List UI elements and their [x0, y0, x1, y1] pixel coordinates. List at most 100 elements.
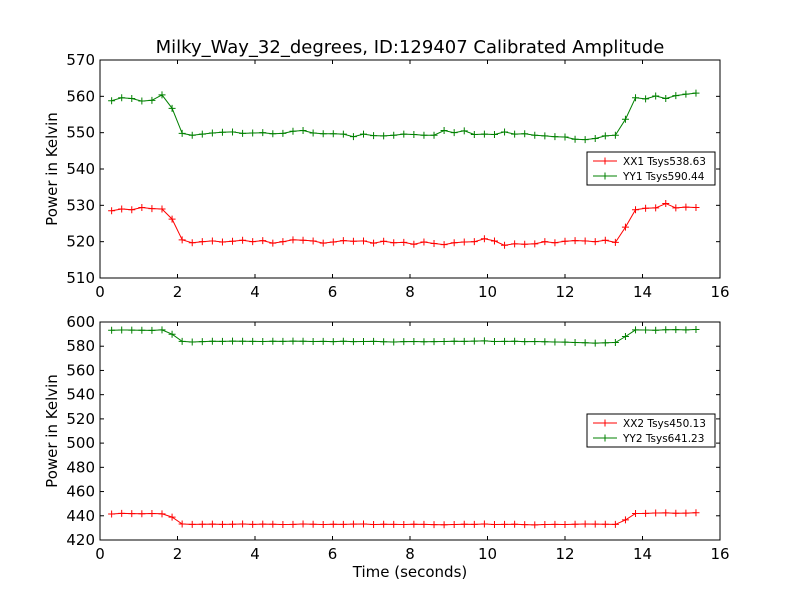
data-point	[581, 237, 589, 245]
data-point	[279, 337, 287, 345]
data-point	[430, 338, 438, 346]
data-point	[309, 520, 317, 528]
data-point	[218, 128, 226, 136]
data-point	[591, 134, 599, 142]
data-point	[198, 520, 206, 528]
legend-label: YY2 Tsys641.23	[622, 433, 704, 445]
data-point	[571, 135, 579, 143]
series-1	[108, 509, 700, 529]
data-point	[601, 236, 609, 244]
data-point	[269, 520, 277, 528]
data-point	[339, 237, 347, 245]
x-tick-label: 12	[555, 283, 574, 301]
x-tick-label: 10	[478, 545, 497, 563]
data-point	[571, 237, 579, 245]
x-tick-label: 16	[710, 283, 729, 301]
data-point	[370, 132, 378, 140]
legend-marker	[601, 419, 609, 427]
data-point	[621, 223, 629, 231]
data-point	[198, 130, 206, 138]
y-tick-label: 600	[66, 313, 95, 331]
data-point	[511, 520, 519, 528]
data-point	[128, 95, 136, 103]
data-point	[289, 127, 297, 135]
data-point	[339, 130, 347, 138]
data-point	[672, 326, 680, 334]
data-point	[390, 131, 398, 139]
data-point	[410, 337, 418, 345]
data-point	[430, 131, 438, 139]
data-point	[521, 521, 529, 529]
data-point	[249, 337, 257, 345]
data-point	[148, 509, 156, 517]
data-point	[611, 131, 619, 139]
data-point	[309, 237, 317, 245]
data-point	[672, 509, 680, 517]
data-point	[511, 337, 519, 345]
data-point	[420, 131, 428, 139]
data-point	[490, 130, 498, 138]
data-point	[239, 520, 247, 528]
data-point	[319, 239, 327, 247]
data-point	[360, 237, 367, 245]
data-point	[551, 338, 559, 346]
data-point	[329, 520, 337, 528]
x-tick-label: 14	[633, 283, 652, 301]
data-point	[652, 326, 660, 334]
data-point	[430, 521, 438, 529]
data-point	[591, 238, 599, 246]
data-point	[299, 126, 307, 134]
data-point	[511, 130, 519, 138]
data-point	[188, 520, 196, 528]
x-tick-label: 2	[173, 545, 183, 563]
legend-label: XX1 Tsys538.63	[623, 156, 706, 168]
data-point	[259, 237, 267, 245]
data-point	[349, 133, 357, 141]
data-point	[158, 326, 166, 334]
data-point	[400, 238, 408, 246]
data-point	[400, 520, 408, 528]
data-point	[319, 337, 327, 345]
data-point	[561, 237, 569, 245]
data-point	[450, 129, 458, 137]
series-2	[108, 89, 700, 144]
data-point	[470, 520, 478, 528]
data-point	[239, 236, 247, 244]
legend-box	[586, 151, 716, 186]
x-axis-label: Time (seconds)	[352, 563, 468, 581]
data-point	[168, 104, 176, 112]
data-point	[148, 96, 156, 104]
y-tick-label: 460	[66, 483, 95, 501]
data-point	[229, 237, 237, 245]
data-point	[541, 238, 549, 246]
data-point	[551, 133, 559, 141]
data-point	[410, 240, 418, 248]
data-point	[531, 131, 539, 139]
y-tick-label: 440	[66, 507, 95, 525]
data-point	[591, 520, 599, 528]
data-point	[541, 132, 549, 140]
data-point	[430, 239, 438, 247]
y-tick-label: 520	[66, 233, 95, 251]
data-point	[118, 326, 126, 334]
data-point	[480, 130, 488, 138]
data-point	[259, 337, 267, 345]
data-point	[551, 520, 559, 528]
data-point	[108, 207, 116, 215]
data-point	[490, 520, 498, 528]
legend-marker	[601, 157, 609, 165]
data-point	[541, 338, 549, 346]
y-tick-label: 580	[66, 337, 95, 355]
x-tick-label: 8	[405, 545, 415, 563]
data-point	[168, 330, 176, 338]
data-point	[692, 509, 700, 517]
data-point	[229, 337, 237, 345]
data-point	[420, 238, 428, 246]
data-point	[551, 239, 559, 247]
data-point	[249, 238, 257, 246]
data-point	[400, 338, 408, 346]
data-point	[158, 205, 166, 213]
data-point	[360, 337, 367, 345]
data-point	[158, 510, 166, 518]
